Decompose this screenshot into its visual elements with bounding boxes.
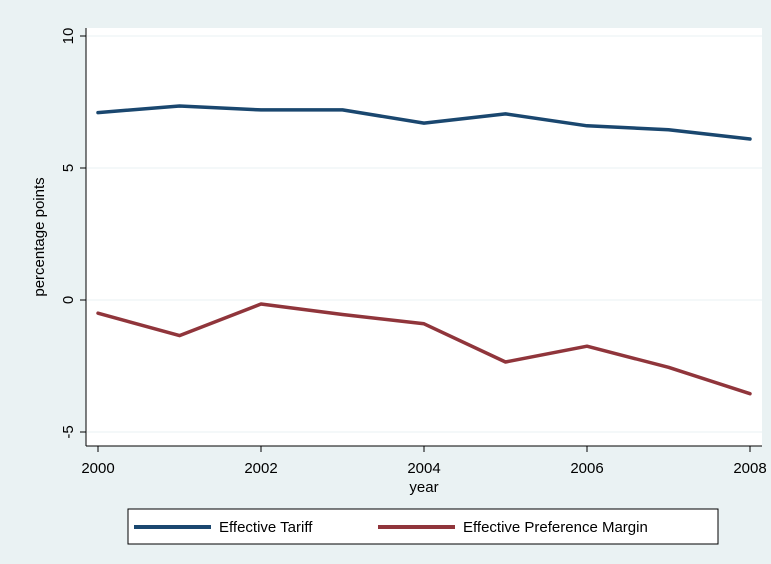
y-tick-label: 10: [60, 28, 77, 45]
x-tick-label: 2000: [81, 460, 114, 477]
x-tick-label: 2002: [244, 460, 277, 477]
y-axis-ticks: -5 0 5 10: [60, 28, 86, 439]
gridlines: [87, 35, 762, 433]
series-line-effective-preference-margin: [96, 302, 752, 396]
x-tick-label: 2006: [570, 460, 603, 477]
y-axis-title: percentage points: [31, 177, 48, 296]
legend-label-effective-tariff: Effective Tariff: [219, 519, 313, 536]
y-tick-label: 0: [60, 296, 77, 304]
series-line-effective-tariff: [96, 104, 752, 141]
x-axis-ticks: 2000 2002 2004 2006 2008: [81, 446, 767, 477]
x-axis-title: year: [409, 479, 438, 496]
series-lines: [96, 104, 752, 396]
plot-area: [86, 28, 762, 446]
y-tick-label: -5: [60, 425, 77, 438]
y-tick-label: 5: [60, 164, 77, 172]
x-tick-label: 2008: [733, 460, 766, 477]
legend-label-effective-preference-margin: Effective Preference Margin: [463, 519, 648, 536]
x-tick-label: 2004: [407, 460, 440, 477]
legend: Effective Tariff Effective Preference Ma…: [127, 508, 719, 545]
